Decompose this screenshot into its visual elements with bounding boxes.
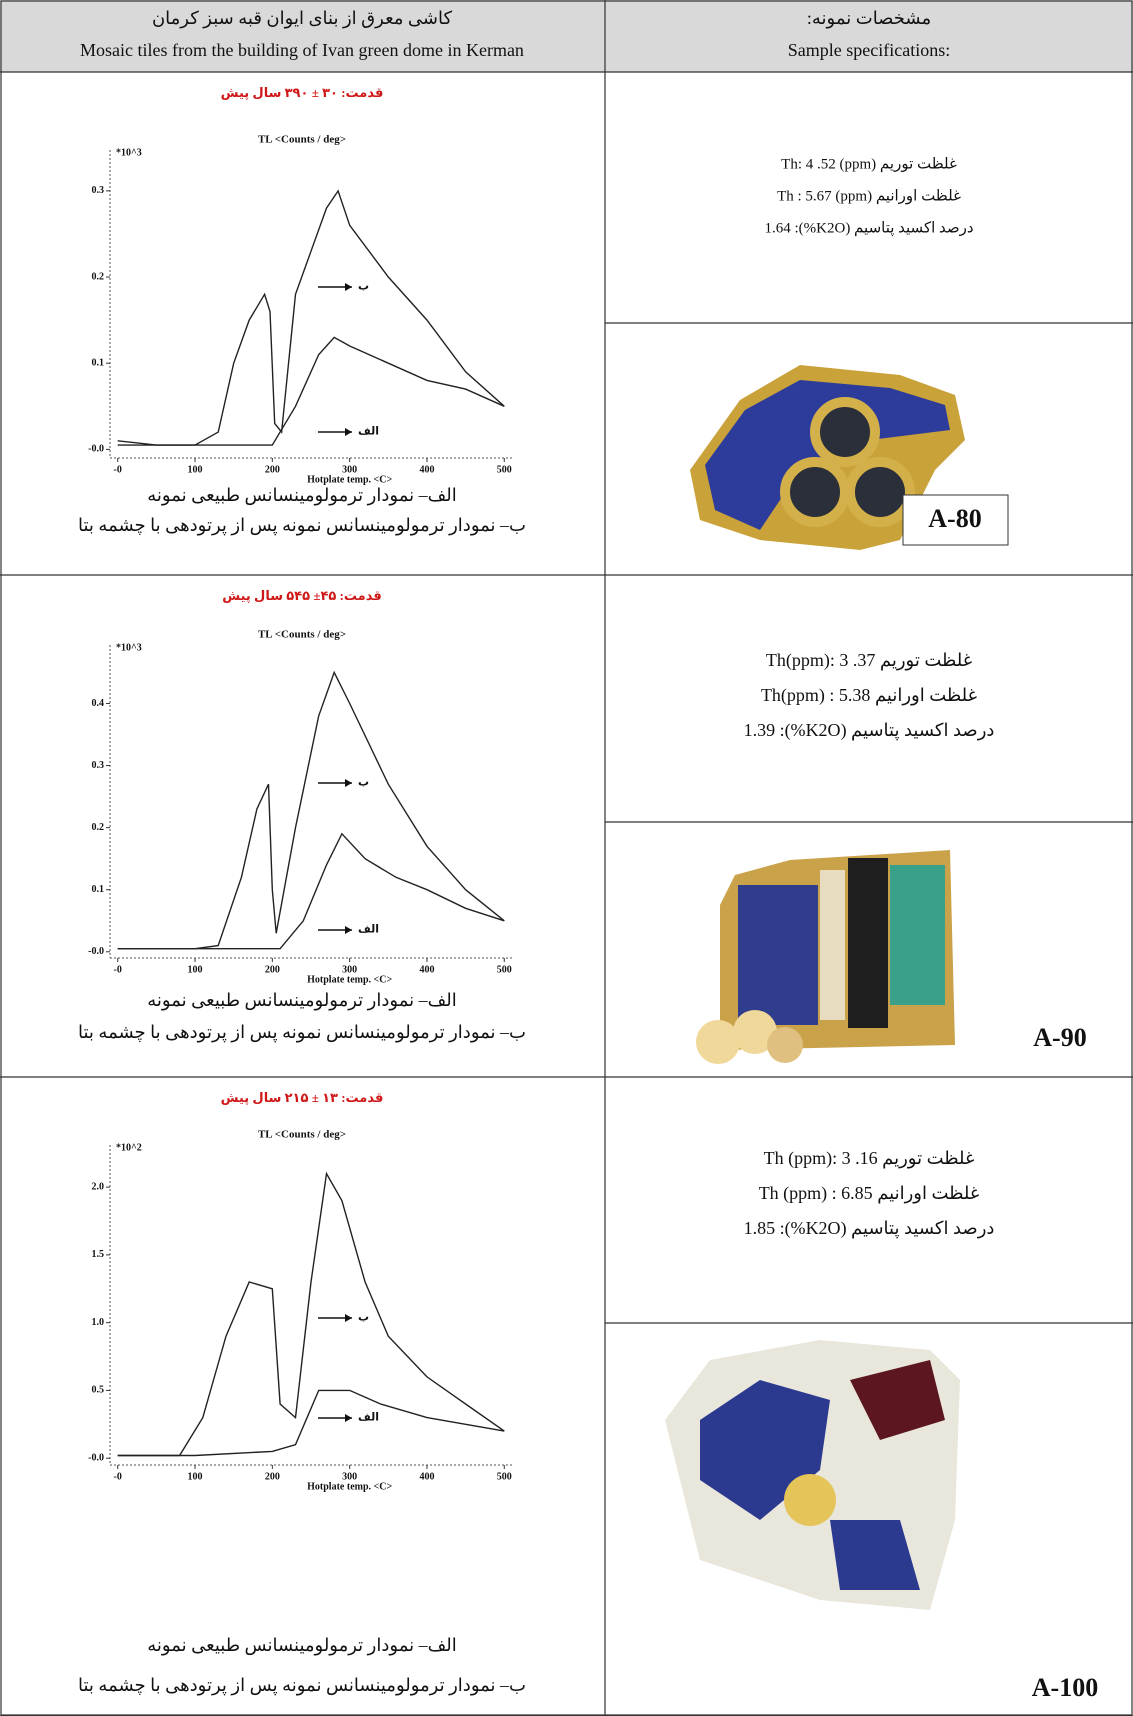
curve-label: ب: [358, 281, 369, 293]
x-axis-title: Hotplate temp. <C>: [307, 974, 392, 985]
sample-label: A-80: [928, 504, 981, 533]
spec-line: درصد اکسید پتاسیم (K2O%): 1.39: [744, 720, 995, 741]
y-axis-title: TL <Counts / deg>: [258, 629, 346, 641]
y-tick-label: 0.3: [92, 185, 105, 196]
x-tick-label: 100: [188, 964, 203, 975]
arrow-head: [345, 1414, 352, 1422]
y-tick-label: 1.5: [92, 1249, 105, 1260]
arrow-head: [345, 1314, 352, 1322]
chart-title: قدمت: ۳۰ ± ۳۹۰ سال پیش: [221, 85, 384, 100]
sample-label: A-100: [1032, 1673, 1098, 1702]
multiplier: *10^3: [116, 642, 142, 653]
spec-line: غلظت اورانیم (ppm) Th : 5.67: [777, 188, 961, 204]
tl-curve: [117, 670, 505, 950]
x-tick-label: 200: [265, 464, 280, 475]
y-tick-label: 0.1: [92, 358, 105, 369]
x-tick-label: 300: [342, 964, 357, 975]
curve-label: ب: [358, 1312, 369, 1324]
header-right-fa: مشخصات نمونه:: [807, 8, 931, 29]
curve-label: الف: [358, 924, 379, 936]
x-tick-label: 400: [419, 964, 434, 975]
spec-line: غلظت توریم (ppm) Th: 4 .52: [781, 156, 957, 172]
y-tick-label: 0.2: [92, 822, 105, 833]
x-tick-label: 400: [419, 1471, 434, 1482]
spec-line: درصد اکسید پتاسیم (K2O%): 1.64: [764, 220, 973, 237]
y-tick-label: -0.0: [88, 946, 104, 957]
spec-line: غلظت توریم Th(ppm): 3 .37: [766, 650, 972, 671]
x-tick-label: 400: [419, 464, 434, 475]
header-left-en: Mosaic tiles from the building of Ivan g…: [80, 40, 524, 60]
x-tick-label: -0: [114, 964, 122, 975]
y-tick-label: 0.4: [92, 698, 105, 709]
arrow-head: [345, 428, 352, 436]
y-tick-label: 0.1: [92, 884, 105, 895]
arrow-head: [345, 926, 352, 934]
x-tick-label: 500: [497, 964, 512, 975]
y-tick-label: 0.3: [92, 760, 105, 771]
caption: الف– نمودار ترمولومینسانس طبیعی نمونه: [147, 1635, 456, 1656]
caption: ب– نمودار ترمولومینسانس نمونه پس از پرتو…: [78, 1022, 526, 1043]
tile-a80: [690, 365, 965, 550]
y-tick-label: 2.0: [92, 1181, 105, 1192]
y-tick-label: 0.2: [92, 271, 105, 282]
arrow-head: [345, 779, 352, 787]
spec-line: درصد اکسید پتاسیم (K2O%): 1.85: [744, 1218, 995, 1239]
x-tick-label: 500: [497, 464, 512, 475]
tl-curve: [117, 1171, 505, 1457]
sample-label: A-90: [1033, 1023, 1086, 1052]
header-left-fa: کاشی معرق از بنای ایوان قبه سبز کرمان: [152, 8, 453, 29]
y-axis-title: TL <Counts / deg>: [258, 134, 346, 146]
x-tick-label: -0: [114, 464, 122, 475]
y-tick-label: -0.0: [88, 1453, 104, 1464]
multiplier: *10^2: [116, 1142, 142, 1153]
multiplier: *10^3: [116, 147, 142, 158]
curve-label: ب: [358, 777, 369, 789]
y-tick-label: 0.5: [92, 1385, 105, 1396]
y-axis-title: TL <Counts / deg>: [258, 1129, 346, 1141]
tile-a100: [665, 1340, 960, 1610]
x-tick-label: 200: [265, 964, 280, 975]
curve-label: الف: [358, 426, 379, 438]
chart-title: قدمت: ۱۳ ± ۲۱۵ سال پیش: [221, 1090, 384, 1105]
x-tick-label: 100: [188, 464, 203, 475]
x-axis-title: Hotplate temp. <C>: [307, 1481, 392, 1492]
x-tick-label: 500: [497, 1471, 512, 1482]
caption: ب– نمودار ترمولومینسانس نمونه پس از پرتو…: [78, 1675, 526, 1696]
x-tick-label: -0: [114, 1471, 122, 1482]
spec-line: غلظت اورانیم Th (ppm) : 6.85: [759, 1183, 980, 1204]
tl-curve: [117, 189, 505, 446]
spec-line: غلظت اورانیم Th(ppm) : 5.38: [761, 685, 977, 706]
tile-a90: [696, 850, 955, 1064]
spec-line: غلظت توریم Th (ppm): 3 .16: [764, 1148, 975, 1169]
tl-curve: [117, 336, 505, 446]
y-tick-label: -0.0: [88, 444, 104, 455]
header-bg: [0, 0, 1133, 72]
x-axis-title: Hotplate temp. <C>: [307, 474, 392, 485]
x-tick-label: 100: [188, 1471, 203, 1482]
x-tick-label: 200: [265, 1471, 280, 1482]
x-tick-label: 300: [342, 1471, 357, 1482]
curve-label: الف: [358, 1412, 379, 1424]
arrow-head: [345, 283, 352, 291]
y-tick-label: 1.0: [92, 1317, 105, 1328]
sample-box: [902, 494, 1009, 546]
chart-title: قدمت: ۴۵± ۵۴۵ سال پیش: [222, 588, 382, 603]
caption: الف– نمودار ترمولومینسانس طبیعی نمونه: [147, 990, 456, 1011]
caption: الف– نمودار ترمولومینسانس طبیعی نمونه: [147, 485, 456, 506]
caption: ب– نمودار ترمولومینسانس نمونه پس از پرتو…: [78, 515, 526, 536]
header-right-en: Sample specifications:: [788, 40, 950, 60]
tl-curve: [117, 832, 505, 950]
x-tick-label: 300: [342, 464, 357, 475]
tl-curve: [117, 1389, 505, 1457]
